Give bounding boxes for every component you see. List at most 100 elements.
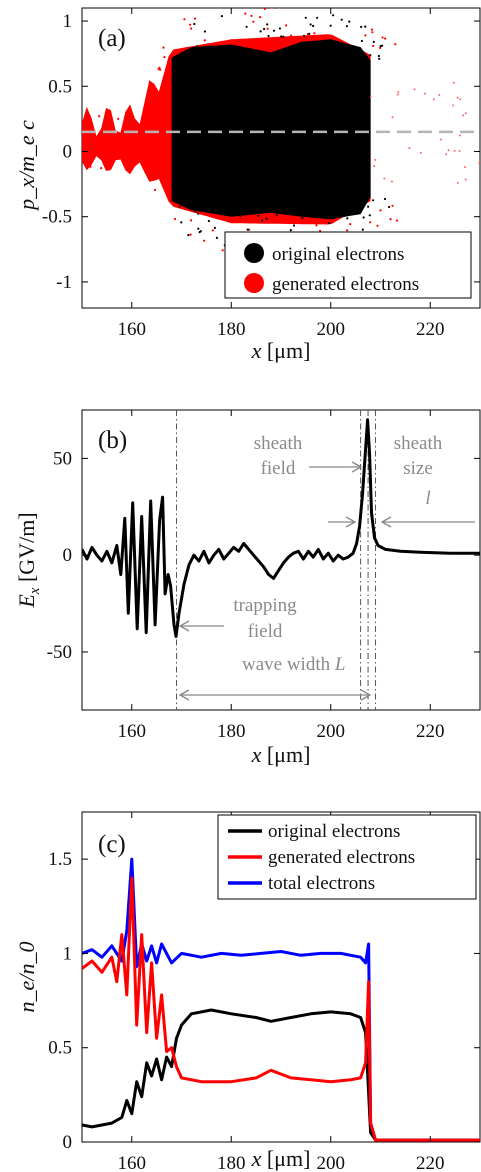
scatter-point	[147, 91, 150, 94]
scatter-point	[178, 205, 181, 208]
scatter-point	[239, 214, 242, 218]
scatter-point	[301, 217, 304, 220]
scatter-point	[378, 57, 381, 60]
panel-a-legend: original electrons generated electrons	[224, 231, 472, 299]
scatter-point	[388, 205, 391, 209]
panel-a-ticks: 160 180 200 220 -1 -0.5 0 0.5 1	[42, 8, 480, 340]
panel-c-frame	[81, 811, 481, 1143]
scatter-point	[413, 88, 416, 91]
scatter-point	[304, 16, 307, 19]
svg-text:field: field	[261, 458, 296, 479]
scatter-point	[364, 34, 367, 37]
scatter-point	[447, 149, 450, 152]
scatter-point	[456, 96, 459, 99]
scatter-point	[263, 8, 267, 10]
svg-text:field: field	[248, 621, 283, 642]
scatter-point	[203, 30, 206, 33]
scatter-point	[203, 39, 206, 42]
panel-b-xtick-label: 220	[416, 721, 445, 742]
svg-text:sheath: sheath	[254, 433, 303, 454]
scatter-point	[183, 18, 186, 21]
scatter-point	[424, 92, 427, 95]
scatter-point	[369, 95, 372, 98]
scatter-point	[105, 113, 108, 116]
scatter-point	[266, 23, 269, 26]
scatter-point	[445, 153, 448, 156]
scatter-point	[408, 147, 411, 150]
scatter-point	[376, 224, 379, 227]
scatter-point	[100, 167, 103, 170]
scatter-point	[369, 221, 372, 224]
scatter-point	[207, 219, 210, 223]
scatter-cloud-original-electrons	[171, 39, 371, 220]
panel-c-ticks: 160 180 200 220 0 0.5 1 1.5	[48, 812, 480, 1172]
scatter-point	[452, 104, 455, 107]
scatter-point	[396, 93, 399, 96]
panel-a-xtick-label: 200	[317, 319, 346, 340]
panel-a-ytick-label: 0	[63, 141, 73, 162]
scatter-point	[308, 32, 311, 35]
scatter-point	[462, 114, 465, 117]
scatter-point	[189, 233, 192, 236]
scatter-point	[84, 161, 87, 164]
scatter-point	[478, 161, 480, 164]
scatter-point	[285, 24, 288, 27]
annotation-sheath-size: sheath size l	[328, 433, 475, 528]
panel-c-xlabel: x [μm]	[251, 1146, 311, 1171]
scatter-point	[346, 217, 349, 220]
scatter-point	[117, 117, 120, 120]
svg-text:Ex [GV/m]: Ex [GV/m]	[14, 512, 43, 608]
scatter-point	[360, 25, 363, 28]
panel-b-ytick-label: 0	[63, 545, 73, 566]
scatter-point	[289, 229, 292, 232]
scatter-point	[197, 227, 200, 230]
series-line-original-electrons	[82, 1008, 480, 1142]
scatter-point	[189, 23, 192, 26]
scatter-point	[439, 138, 442, 141]
scatter-point	[244, 12, 247, 15]
panel-b-xtick-label: 200	[317, 721, 346, 742]
scatter-point	[154, 188, 157, 191]
scatter-point	[364, 25, 367, 28]
scatter-point	[348, 20, 351, 23]
scatter-point	[373, 165, 376, 168]
panel-c-xtick-label: 180	[217, 1153, 246, 1172]
scatter-point	[346, 229, 349, 232]
legend-original-marker	[244, 243, 264, 263]
scatter-point	[419, 151, 422, 154]
scatter-point	[106, 164, 109, 167]
scatter-point	[174, 217, 177, 221]
scatter-point	[193, 22, 196, 26]
scatter-point	[459, 98, 462, 101]
panel-c-xtick-label: 200	[317, 1153, 346, 1172]
panel-a-scatter-clouds	[82, 5, 480, 256]
annotation-sheath-field: sheath field	[254, 433, 363, 479]
scatter-point	[389, 218, 392, 221]
svg-text:p_x/m_e c: p_x/m_e c	[14, 120, 39, 212]
scatter-point	[106, 118, 109, 121]
scatter-point	[198, 231, 201, 234]
scatter-point	[372, 199, 375, 202]
scatter-point	[146, 95, 149, 98]
scatter-point	[259, 16, 262, 19]
panel-b-ylabel: Ex [GV/m]	[14, 512, 43, 608]
scatter-point	[290, 34, 293, 37]
scatter-point	[313, 32, 316, 35]
scatter-point	[289, 5, 291, 7]
scatter-point	[282, 35, 285, 38]
scatter-point	[220, 15, 223, 18]
series-line-total-electrons	[82, 857, 480, 1142]
scatter-point	[250, 14, 253, 17]
scatter-point	[162, 46, 165, 49]
scatter-point	[379, 46, 382, 50]
scatter-point	[190, 27, 193, 30]
panel-b-ytick-label: 50	[53, 448, 72, 469]
scatter-point	[312, 24, 315, 28]
scatter-point	[432, 98, 435, 101]
panel-b-ticks: 160 180 200 220 -50 0 50	[47, 410, 480, 742]
panel-b-xtick-label: 160	[118, 721, 147, 742]
panel-a-momentum-scatter: 160 180 200 220 -1 -0.5 0 0.5 1 (a) p_x/m_e c x …	[14, 5, 481, 363]
scatter-point	[315, 224, 318, 227]
scatter-point	[383, 177, 386, 180]
scatter-point	[328, 222, 331, 225]
